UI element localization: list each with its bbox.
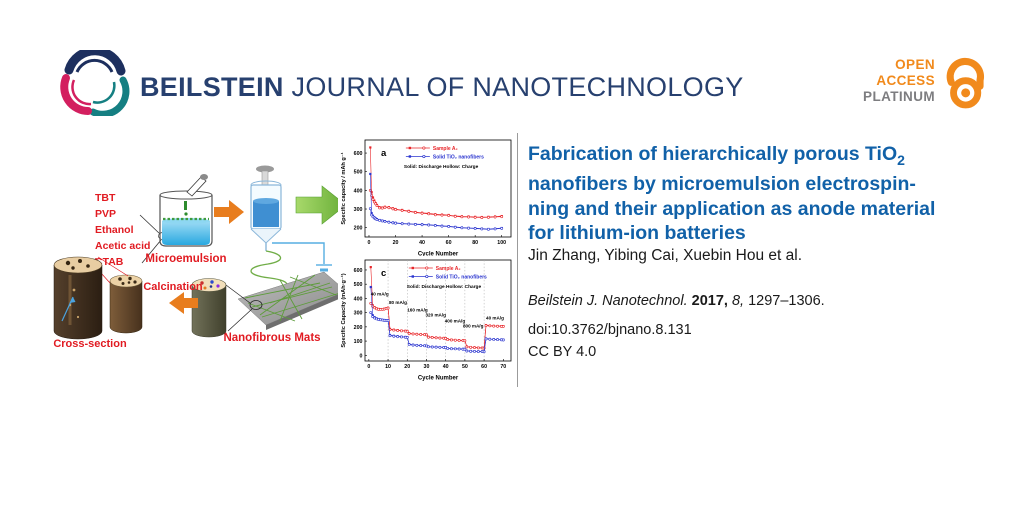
vertical-divider: [517, 133, 518, 387]
svg-text:Solid: Discharge Hollow: Cha: Solid: Discharge Hollow: Charge: [404, 164, 479, 170]
svg-text:Solid TiO₂ nanofibers: Solid TiO₂ nanofibers: [436, 274, 487, 280]
svg-text:600: 600: [354, 151, 363, 157]
svg-text:600: 600: [354, 268, 363, 274]
citation-year: 2017,: [691, 293, 728, 309]
open-access-icon: [946, 57, 985, 109]
fiber-cross-section: [53, 256, 103, 340]
title-line1: Fabrication of hierarchically porous TiO: [528, 143, 898, 165]
beaker: [159, 174, 213, 247]
arrow-right-icon: [214, 200, 244, 224]
svg-text:60: 60: [481, 364, 487, 370]
nanofiber-mat: [225, 271, 347, 332]
svg-text:Specific capacity / mAh g⁻¹: Specific capacity / mAh g⁻¹: [340, 152, 347, 224]
title-line2: nanofibers by microemulsion electrospin-: [528, 173, 916, 196]
svg-text:40 mA/g: 40 mA/g: [371, 292, 389, 297]
svg-text:50: 50: [462, 364, 468, 370]
svg-text:Solid: Discharge Hollow: Cha: Solid: Discharge Hollow: Charge: [407, 284, 482, 290]
svg-text:800 mA/g: 800 mA/g: [463, 323, 484, 328]
svg-text:400 mA/g: 400 mA/g: [445, 318, 466, 323]
title-line3: ning and their application as anode mate…: [528, 197, 936, 220]
nanofibrous-mats-label: Nanofibrous Mats: [223, 332, 320, 344]
svg-text:300: 300: [354, 207, 363, 213]
svg-text:Solid TiO₂ nanofibers: Solid TiO₂ nanofibers: [433, 154, 484, 160]
cross-section-label: Cross-section: [53, 338, 127, 350]
pipette-icon: [186, 176, 207, 197]
fiber-cylinder-asspun: [191, 278, 227, 338]
svg-text:0: 0: [367, 364, 370, 370]
arrow-left-icon: [169, 292, 198, 314]
reagent-labels: TBT PVP Ethanol Acetic acid CTAB: [95, 192, 150, 268]
svg-text:400: 400: [354, 296, 363, 302]
authors-line: Jin Zhang, Yibing Cai, Xuebin Hou et al.: [528, 247, 803, 264]
open-access-line1: OPEN: [895, 57, 935, 72]
title-line4: for lithium-ion batteries: [528, 222, 746, 245]
article-title: Fabrication of hierarchically porous TiO…: [528, 142, 1006, 246]
citation-volume: 8,: [731, 293, 745, 309]
reagent-tbt: TBT: [95, 192, 116, 204]
svg-text:0: 0: [368, 240, 371, 246]
svg-text:Specific Capacity (mAh·g⁻¹): Specific Capacity (mAh·g⁻¹): [340, 273, 347, 347]
svg-text:10: 10: [385, 364, 391, 370]
svg-text:c: c: [381, 268, 386, 279]
journal-wordmark: BEILSTEIN JOURNAL OF NANOTECHNOLOGY: [140, 72, 744, 103]
svg-text:200: 200: [354, 226, 363, 232]
doi-line: doi:10.3762/bjnano.8.131: [528, 322, 692, 338]
svg-text:80: 80: [472, 240, 478, 246]
svg-text:400: 400: [354, 188, 363, 194]
platinum-label: PLATINUM: [863, 89, 935, 104]
magnifier-icon: [249, 300, 263, 310]
process-diagram: TBT PVP Ethanol Acetic acid CTAB Microem…: [53, 165, 347, 350]
svg-text:a: a: [381, 148, 387, 159]
citation-journal: Beilstein J. Nanotechnol.: [528, 293, 688, 309]
syringe: [250, 165, 282, 251]
reagent-acetic-acid: Acetic acid: [95, 240, 150, 252]
license-line: CC BY 4.0: [528, 344, 597, 360]
svg-text:20: 20: [393, 240, 399, 246]
microemulsion-label: Microemulsion: [145, 253, 226, 265]
svg-text:30: 30: [424, 364, 430, 370]
svg-text:20: 20: [404, 364, 410, 370]
svg-text:Cycle Number: Cycle Number: [418, 376, 459, 382]
svg-text:500: 500: [354, 170, 363, 176]
chart-c: 0 10 20 30 40 50 60 70 0 100 200 300 400 500 600 Cycle …: [338, 256, 516, 382]
beilstein-logo-icon: [60, 50, 130, 116]
reagent-ethanol: Ethanol: [95, 224, 134, 236]
citation-pages: 1297–1306.: [748, 293, 825, 309]
svg-text:500: 500: [354, 282, 363, 288]
svg-text:Cycle Number: Cycle Number: [418, 252, 459, 258]
open-access-label: OPEN ACCESS PLATINUM: [795, 57, 935, 105]
chart-a: 0 20 40 60 80 100 200 300 400 500 600 Cycle Number S…: [338, 136, 516, 258]
fiber-cylinder-calcined: [91, 256, 143, 334]
svg-text:40: 40: [419, 240, 425, 246]
svg-text:40: 40: [443, 364, 449, 370]
svg-text:100: 100: [354, 339, 363, 345]
svg-text:200: 200: [354, 325, 363, 331]
svg-text:80 mA/g: 80 mA/g: [389, 300, 407, 305]
svg-text:100: 100: [497, 240, 506, 246]
calcination-label: Calcination: [143, 281, 203, 293]
svg-text:160 mA/g: 160 mA/g: [407, 307, 428, 312]
svg-text:320 mA/g: 320 mA/g: [426, 313, 447, 318]
svg-text:0: 0: [360, 353, 363, 359]
citation-line: Beilstein J. Nanotechnol. 2017, 8, 1297–…: [528, 293, 825, 309]
journal-name: JOURNAL OF NANOTECHNOLOGY: [291, 72, 744, 102]
svg-text:Sample A₂: Sample A₂: [433, 146, 458, 152]
arrow-right-green-icon: [295, 185, 347, 225]
svg-text:Sample A₂: Sample A₂: [436, 266, 461, 272]
reagent-pvp: PVP: [95, 208, 116, 220]
svg-text:60: 60: [446, 240, 452, 246]
svg-text:40 mA/g: 40 mA/g: [486, 316, 504, 321]
open-access-line2: ACCESS: [876, 73, 935, 88]
brand-name: BEILSTEIN: [140, 72, 284, 102]
svg-text:300: 300: [354, 311, 363, 317]
title-subscript: 2: [897, 151, 905, 168]
svg-text:70: 70: [500, 364, 506, 370]
